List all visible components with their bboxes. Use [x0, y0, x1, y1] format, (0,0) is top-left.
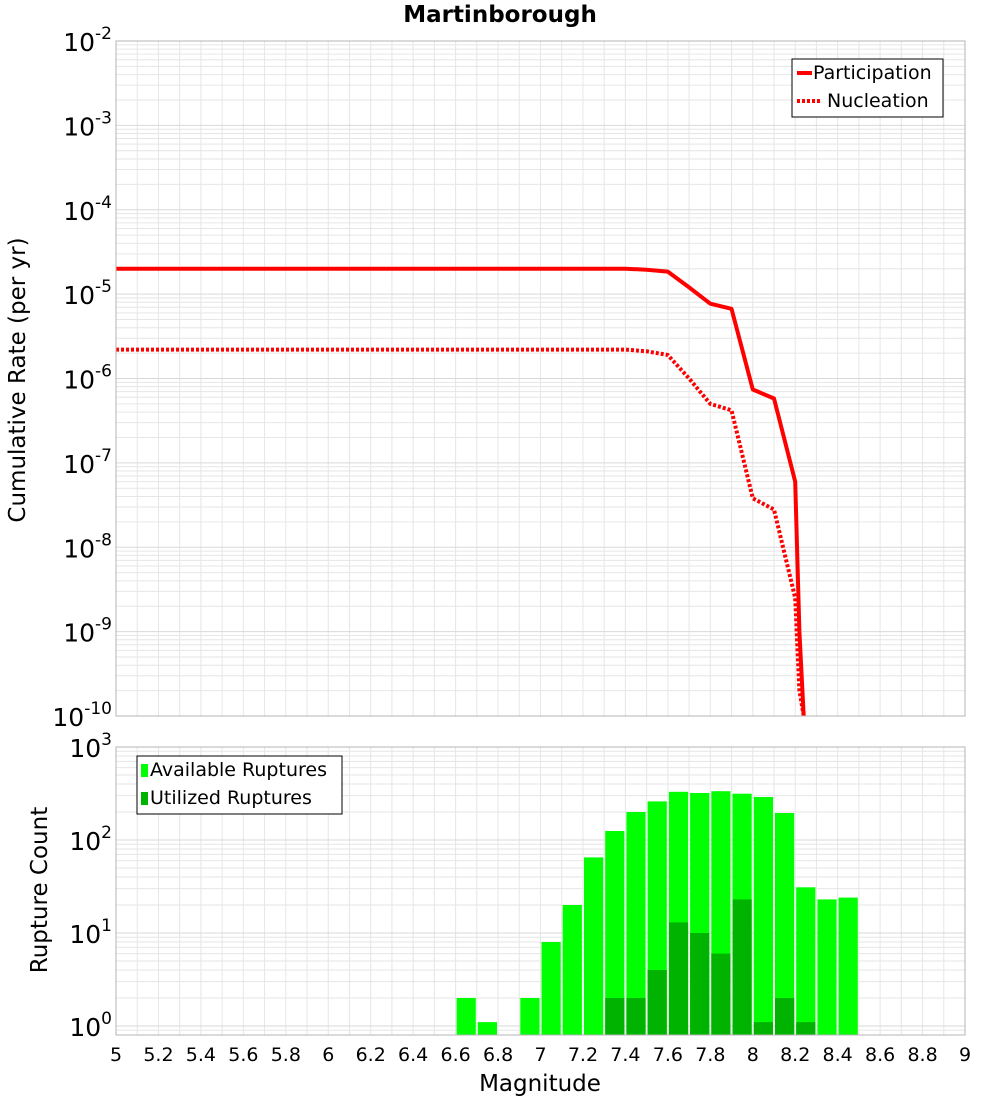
x-tick-label: 5.4	[186, 1044, 216, 1066]
count-y-tick-label: 101	[69, 916, 112, 949]
count-y-tick-label: 103	[69, 730, 112, 763]
available-bar	[584, 857, 604, 1035]
chart-title: Martinborough	[403, 2, 597, 28]
rate-y-tick-label: 10-10	[52, 699, 112, 732]
x-tick-label: 6.4	[398, 1044, 428, 1066]
available-legend-swatch	[141, 764, 148, 777]
rate-y-tick-label: 10-4	[63, 193, 112, 226]
x-tick-label: 7.4	[610, 1044, 640, 1066]
rate-grid	[115, 41, 966, 717]
x-tick-label: 8.2	[780, 1044, 810, 1066]
rate-plot: 10-2 10-3 10-4 10-5 10-6 10-7 10-8 10-9 10-10 Pa…	[52, 24, 966, 732]
available-bar	[520, 998, 540, 1035]
available-bar	[541, 942, 561, 1035]
x-tick-label: 6	[322, 1044, 334, 1066]
x-axis-label: Magnitude	[479, 1071, 601, 1097]
count-y-tick-label: 102	[69, 823, 112, 856]
rate-y-tick-label: 10-7	[63, 446, 112, 479]
x-tick-label: 5.8	[271, 1044, 301, 1066]
count-plot-frame	[115, 746, 966, 1036]
utilized-bar	[732, 899, 752, 1035]
utilized-bar	[626, 998, 646, 1035]
rate-y-tick-label: 10-3	[63, 108, 112, 141]
nucleation-legend-label: Nucleation	[827, 90, 929, 112]
count-bars	[456, 791, 858, 1035]
x-tick-label: 6.8	[483, 1044, 513, 1066]
rate-plot-frame	[115, 40, 966, 717]
rate-series	[116, 266, 806, 717]
x-tick-label: 8.8	[907, 1044, 937, 1066]
available-bar	[796, 887, 816, 1035]
utilized-bar	[753, 1022, 773, 1035]
x-tick-label: 7.6	[653, 1044, 683, 1066]
x-tick-label: 7	[534, 1044, 546, 1066]
available-bar	[753, 797, 773, 1035]
count-plot: 103 102 101 100 5 5.2 5.4 5.6 5.8 6 6.2 6.4 6.6 6.8 7…	[69, 730, 971, 1066]
x-tick-label: 8	[747, 1044, 759, 1066]
available-bar	[562, 905, 582, 1035]
utilized-bar	[775, 998, 795, 1035]
rate-y-tick-label: 10-9	[63, 615, 112, 648]
x-tick-label: 6.6	[440, 1044, 470, 1066]
rate-y-tick-label: 10-6	[63, 362, 112, 395]
utilized-bar	[647, 970, 667, 1035]
x-tick-label: 5.2	[143, 1044, 173, 1066]
rate-y-tick-label: 10-5	[63, 277, 112, 310]
utilized-bar	[605, 998, 625, 1035]
rate-y-tick-label: 10-8	[63, 530, 112, 563]
utilized-bar	[796, 1022, 816, 1035]
utilized-bar	[668, 922, 689, 1035]
x-tick-label: 7.2	[568, 1044, 598, 1066]
x-tick-label: 9	[959, 1044, 971, 1066]
count-y-axis-label: Rupture Count	[27, 807, 53, 973]
available-bar	[477, 1022, 497, 1035]
utilized-legend-label: Utilized Ruptures	[150, 787, 312, 809]
available-bar	[605, 831, 625, 1035]
count-y-ticks: 103 102 101 100	[69, 730, 112, 1042]
count-y-tick-label: 100	[69, 1009, 112, 1042]
x-tick-label: 8.4	[823, 1044, 853, 1066]
x-tick-label: 6.2	[356, 1044, 386, 1066]
x-tick-label: 8.6	[865, 1044, 895, 1066]
rate-y-ticks: 10-2 10-3 10-4 10-5 10-6 10-7 10-8 10-9 10-10	[52, 24, 112, 732]
rate-y-axis-label: Cumulative Rate (per yr)	[5, 237, 31, 522]
available-bar	[775, 813, 795, 1035]
count-legend-box	[136, 755, 343, 815]
nucleation-line	[116, 347, 806, 717]
available-bar	[817, 899, 837, 1035]
rate-y-tick-label: 10-2	[63, 24, 112, 57]
available-bar	[626, 812, 646, 1035]
available-legend-label: Available Ruptures	[150, 759, 327, 781]
x-tick-labels: 5 5.2 5.4 5.6 5.8 6 6.2 6.4 6.6 6.8 7 7.2 7.4 7.6 7.8 8…	[110, 1044, 971, 1066]
participation-line	[116, 266, 806, 717]
x-tick-label: 5.6	[228, 1044, 258, 1066]
x-tick-label: 7.8	[695, 1044, 725, 1066]
utilized-bar	[690, 933, 710, 1035]
utilized-legend-swatch	[141, 792, 148, 805]
available-bar	[838, 897, 858, 1035]
utilized-bar	[711, 953, 731, 1035]
participation-legend-label: Participation	[813, 62, 932, 84]
rate-legend-box	[791, 58, 944, 118]
rate-legend: Participation Nucleation	[791, 58, 944, 118]
available-bar	[456, 998, 476, 1035]
x-tick-label: 5	[110, 1044, 122, 1066]
count-legend: Available Ruptures Utilized Ruptures	[136, 755, 343, 815]
